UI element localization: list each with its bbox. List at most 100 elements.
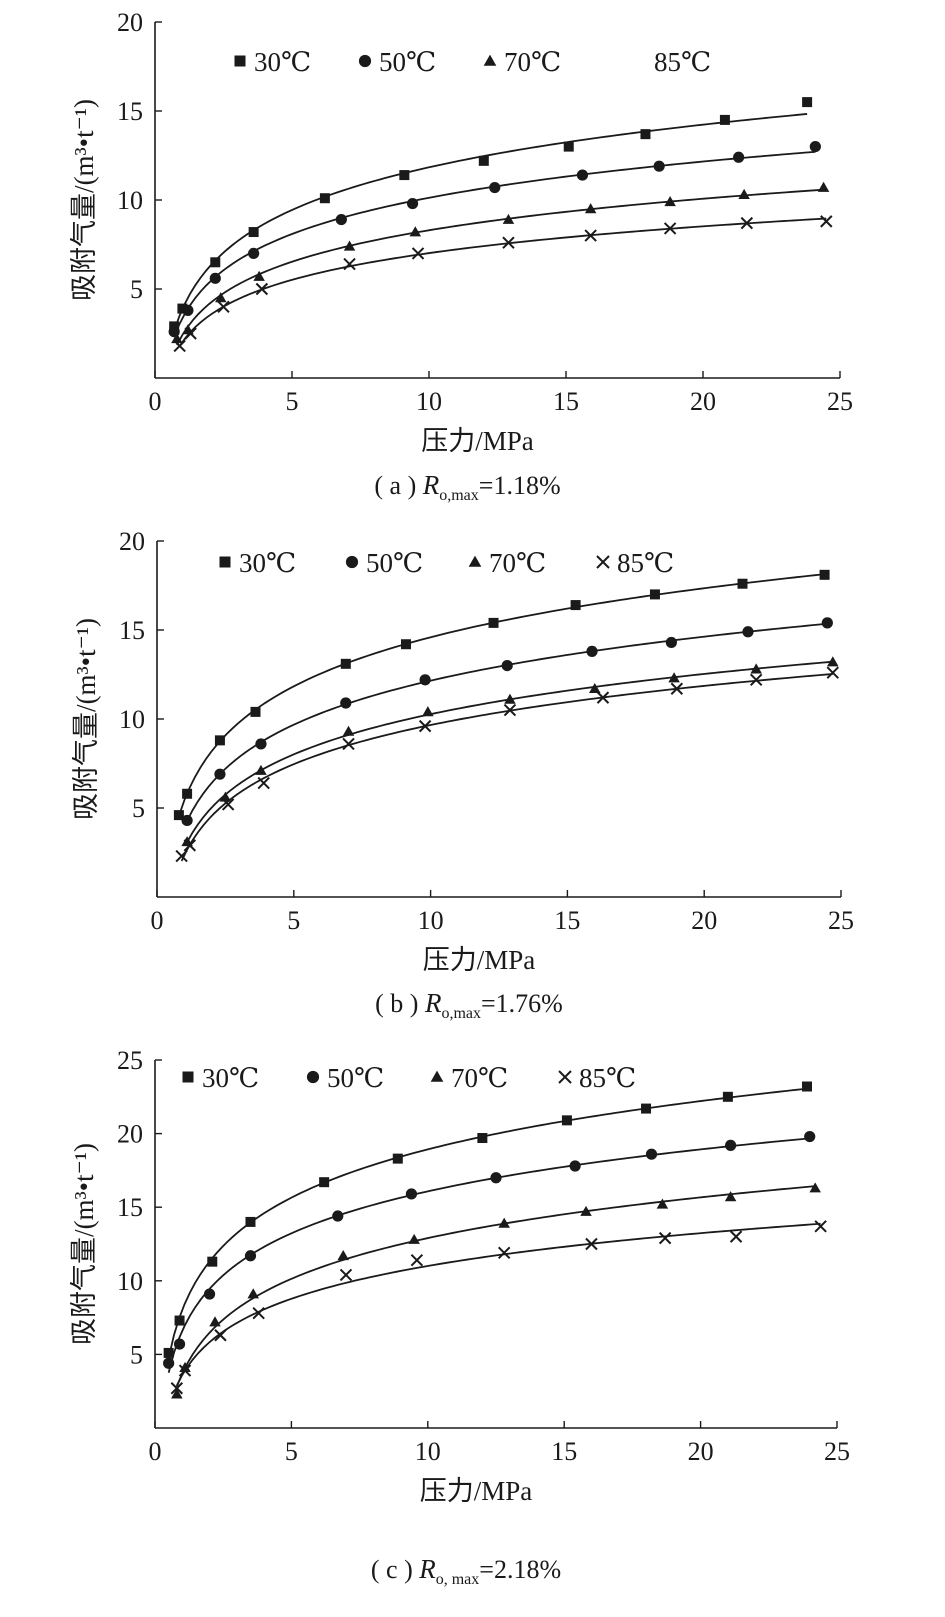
series	[171, 181, 830, 346]
data-point	[569, 1160, 581, 1172]
legend: 30℃ 50℃ 70℃ 85℃	[234, 47, 711, 77]
data-point	[584, 203, 597, 214]
data-point	[576, 169, 589, 181]
data-point	[255, 764, 267, 775]
data-point	[182, 304, 194, 316]
data-point	[207, 1256, 218, 1267]
legend-item: 70℃	[468, 548, 546, 578]
y-tick-label: 20	[117, 8, 143, 37]
x-tick-label: 5	[285, 1437, 298, 1466]
series	[168, 141, 821, 338]
data-point	[209, 1316, 221, 1327]
legend-label: 85℃	[579, 1063, 636, 1093]
data-point	[504, 693, 516, 704]
caption-suffix: =1.18%	[479, 471, 561, 500]
data-point	[221, 798, 235, 811]
data-point	[737, 578, 748, 589]
caption-symbol: R	[418, 1554, 436, 1584]
caption-subscript: o,max	[439, 487, 479, 504]
x-tick-label: 25	[824, 1437, 850, 1466]
data-point	[173, 1338, 186, 1350]
legend-item: 50℃	[345, 548, 423, 578]
x-tick-label: 5	[287, 906, 300, 935]
x-tick-label: 15	[553, 387, 579, 416]
chart-caption: ( b ) Ro,max=1.76%	[375, 988, 563, 1022]
series-fit-line	[176, 188, 824, 346]
data-point	[183, 839, 197, 852]
series	[173, 215, 833, 353]
series-fit-line	[180, 673, 833, 862]
data-point	[171, 1388, 183, 1399]
data-point	[405, 1188, 418, 1200]
data-point	[740, 216, 754, 230]
data-point	[177, 303, 188, 314]
data-point	[209, 272, 221, 284]
legend-item: 70℃	[430, 1063, 508, 1093]
y-axis-title: 吸附气量/(m³•t⁻¹)	[71, 618, 101, 820]
x-tick-label: 0	[149, 1437, 162, 1466]
data-point	[319, 193, 330, 204]
data-point	[422, 706, 434, 717]
data-point	[173, 810, 184, 821]
data-point	[804, 1130, 816, 1143]
series-fit-line	[167, 1087, 808, 1359]
legend: 30℃ 50℃ 70℃ 85℃	[182, 1063, 636, 1093]
y-axis-title: 吸附气量/(m³•t⁻¹)	[69, 1143, 99, 1345]
caption-subscript: o, max	[436, 1571, 480, 1588]
legend-label: 50℃	[366, 548, 423, 578]
caption-symbol: R	[422, 470, 440, 500]
data-point	[498, 1217, 510, 1228]
data-point	[489, 181, 501, 194]
data-point	[749, 673, 763, 687]
data-point	[503, 703, 517, 717]
data-point	[719, 114, 730, 125]
data-point	[178, 1364, 192, 1377]
data-point	[668, 672, 680, 683]
x-tick-label: 15	[554, 906, 580, 935]
x-axis-title: 压力/MPa	[420, 1476, 533, 1506]
data-point	[589, 682, 601, 694]
y-tick-label: 20	[117, 1120, 143, 1149]
x-tick-label: 15	[551, 1437, 577, 1466]
data-point	[214, 735, 225, 746]
data-point	[250, 706, 261, 717]
caption-prefix: ( a )	[374, 471, 422, 500]
data-point	[817, 181, 830, 192]
data-point	[809, 1182, 821, 1193]
series-fit-line	[167, 1137, 810, 1373]
legend-label: 50℃	[327, 1063, 384, 1093]
series	[163, 1130, 816, 1373]
legend-marker	[306, 1070, 320, 1084]
series	[181, 656, 839, 847]
x-tick-label: 10	[415, 1437, 441, 1466]
legend-item: 70℃	[483, 47, 561, 77]
data-point	[819, 569, 830, 580]
data-point	[163, 1357, 175, 1369]
data-point	[174, 1315, 185, 1326]
legend-label: 70℃	[489, 548, 546, 578]
legend-item: 85℃	[654, 47, 711, 77]
data-point	[319, 1177, 330, 1188]
data-point	[343, 240, 356, 251]
y-tick-label: 5	[130, 1340, 143, 1369]
series	[171, 1182, 821, 1399]
data-point	[664, 196, 676, 207]
data-point	[253, 270, 265, 281]
legend-item: 30℃	[234, 47, 311, 77]
chart-panel: 0 5 10 15 20 25 5 10 15 20 压力/MPa 吸附气量/(m³•t⁻¹) 30℃ 5…	[71, 527, 854, 1022]
data-point	[337, 1250, 349, 1261]
data-point	[645, 1148, 658, 1160]
legend-marker	[483, 54, 497, 66]
data-point	[214, 768, 226, 780]
data-point	[580, 1205, 592, 1216]
data-point	[339, 1268, 353, 1282]
data-point	[724, 1191, 737, 1202]
data-point	[488, 617, 499, 628]
legend-label: 85℃	[617, 548, 674, 578]
data-point	[563, 141, 574, 152]
data-point	[163, 1347, 174, 1358]
data-point	[411, 247, 425, 260]
caption-suffix: =2.18%	[479, 1555, 561, 1584]
data-point	[584, 229, 597, 242]
legend-marker	[358, 54, 372, 68]
